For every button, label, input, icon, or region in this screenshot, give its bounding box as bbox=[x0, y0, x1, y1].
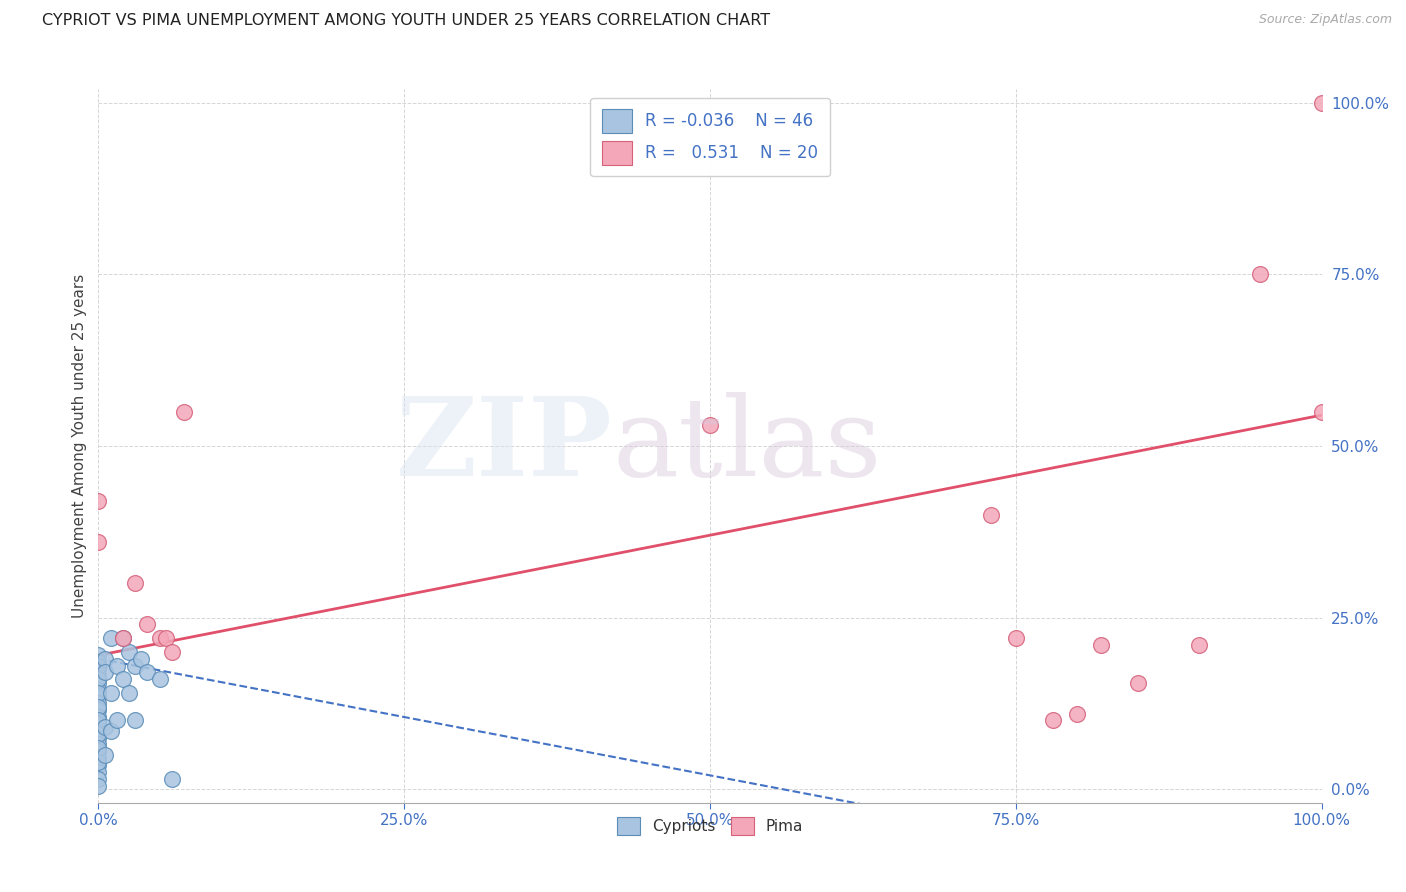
Point bbox=[118, 686, 141, 700]
Point bbox=[87, 648, 110, 663]
Point bbox=[155, 631, 177, 645]
Point bbox=[87, 738, 110, 752]
Point bbox=[87, 764, 110, 779]
Text: ZIP: ZIP bbox=[395, 392, 612, 500]
Point bbox=[87, 658, 110, 673]
Point bbox=[87, 755, 110, 769]
Point bbox=[93, 651, 115, 665]
Point bbox=[111, 631, 134, 645]
Point bbox=[699, 418, 721, 433]
Point bbox=[111, 631, 134, 645]
Point bbox=[149, 673, 172, 687]
Point bbox=[124, 714, 146, 728]
Point bbox=[87, 669, 110, 683]
Point bbox=[87, 772, 110, 786]
Point bbox=[87, 690, 110, 704]
Point bbox=[980, 508, 1002, 522]
Point bbox=[87, 751, 110, 765]
Point bbox=[87, 673, 110, 687]
Point bbox=[1090, 638, 1112, 652]
Point bbox=[136, 665, 159, 680]
Point bbox=[87, 686, 110, 700]
Point bbox=[87, 494, 110, 508]
Point bbox=[111, 673, 134, 687]
Point bbox=[87, 779, 110, 793]
Point bbox=[1042, 714, 1064, 728]
Point bbox=[87, 696, 110, 710]
Point bbox=[1188, 638, 1211, 652]
Point bbox=[93, 720, 115, 734]
Point bbox=[87, 731, 110, 745]
Point bbox=[87, 682, 110, 697]
Point bbox=[160, 772, 183, 786]
Point bbox=[93, 665, 115, 680]
Point bbox=[87, 727, 110, 741]
Point bbox=[87, 744, 110, 758]
Point bbox=[118, 645, 141, 659]
Point bbox=[1310, 405, 1333, 419]
Legend: Cypriots, Pima: Cypriots, Pima bbox=[610, 811, 810, 841]
Point bbox=[87, 655, 110, 669]
Y-axis label: Unemployment Among Youth under 25 years: Unemployment Among Youth under 25 years bbox=[72, 274, 87, 618]
Point bbox=[100, 631, 122, 645]
Point bbox=[105, 658, 128, 673]
Point bbox=[87, 723, 110, 738]
Point bbox=[173, 405, 195, 419]
Point bbox=[87, 675, 110, 690]
Point bbox=[1249, 268, 1271, 282]
Point bbox=[1004, 631, 1026, 645]
Point bbox=[87, 699, 110, 714]
Point bbox=[87, 717, 110, 731]
Text: atlas: atlas bbox=[612, 392, 882, 500]
Point bbox=[160, 645, 183, 659]
Point bbox=[93, 747, 115, 762]
Point bbox=[124, 576, 146, 591]
Point bbox=[149, 631, 172, 645]
Point bbox=[87, 714, 110, 728]
Point bbox=[129, 651, 152, 665]
Point bbox=[87, 703, 110, 717]
Point bbox=[136, 617, 159, 632]
Point bbox=[124, 658, 146, 673]
Point bbox=[87, 535, 110, 549]
Point bbox=[1310, 95, 1333, 110]
Point bbox=[105, 714, 128, 728]
Point bbox=[87, 758, 110, 772]
Text: Source: ZipAtlas.com: Source: ZipAtlas.com bbox=[1258, 13, 1392, 27]
Text: CYPRIOT VS PIMA UNEMPLOYMENT AMONG YOUTH UNDER 25 YEARS CORRELATION CHART: CYPRIOT VS PIMA UNEMPLOYMENT AMONG YOUTH… bbox=[42, 13, 770, 29]
Point bbox=[87, 740, 110, 755]
Point bbox=[87, 710, 110, 724]
Point bbox=[87, 662, 110, 676]
Point bbox=[1128, 675, 1150, 690]
Point bbox=[100, 686, 122, 700]
Point bbox=[1066, 706, 1088, 721]
Point bbox=[100, 723, 122, 738]
